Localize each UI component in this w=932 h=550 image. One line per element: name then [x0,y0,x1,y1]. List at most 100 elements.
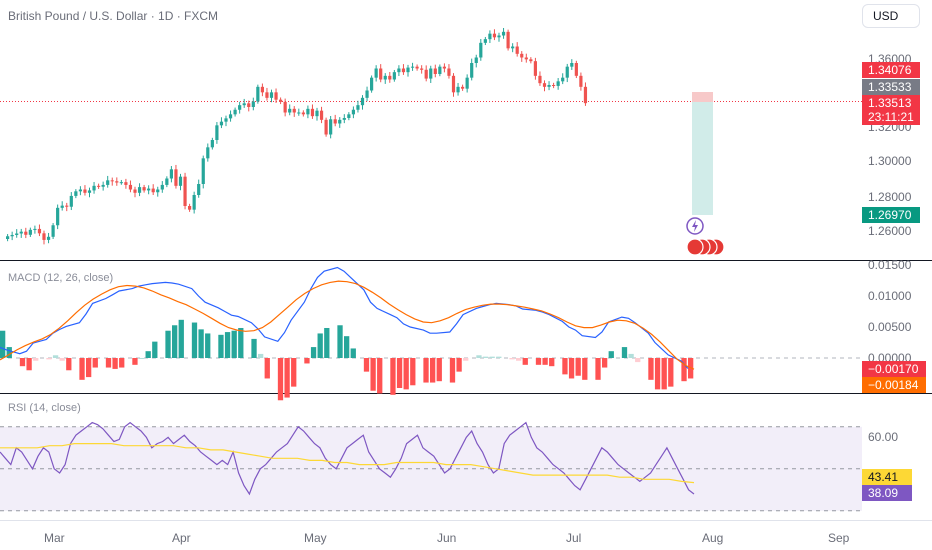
macd-histogram-bar [132,358,138,365]
candle [74,191,78,196]
price-tick: 1.26000 [868,224,912,238]
candle [92,185,96,191]
candle [37,228,42,234]
candle [192,195,196,210]
candle [279,99,283,102]
candle [174,169,178,186]
macd-histogram-bar [509,358,515,360]
macd-histogram-bar [535,358,542,365]
macd-histogram-bar [324,327,330,358]
macd-histogram-bar [396,358,403,389]
macd-histogram-bar [138,358,145,359]
candle [110,180,114,182]
macd-histogram-bar [449,358,456,383]
macd-histogram-bar [436,358,442,382]
candle [474,57,478,63]
candle [319,110,324,120]
macd-histogram-bar [648,358,654,380]
candle [142,187,146,191]
candle [151,188,155,193]
candle [511,46,515,49]
candle [324,119,328,135]
candle [310,108,315,117]
candle [561,77,565,82]
macd-histogram-bar [66,358,72,371]
macd-histogram-bar [198,329,204,358]
candle [388,75,392,80]
macd-histogram-bar [277,358,284,401]
time-tick: Mar [44,531,65,545]
macd-histogram-bar [456,358,462,372]
rsi-ma-line [0,443,695,484]
price-pane [0,27,862,256]
candle [538,75,542,84]
candle [547,85,551,87]
macd-histogram-bar [145,351,151,358]
currency-button[interactable]: USD [862,4,920,28]
macd-histogram-bar [231,330,237,358]
candle [46,236,51,240]
candle [133,189,137,193]
macd-histogram-bar [224,332,231,358]
candle [338,119,342,124]
candle [329,119,333,135]
candle [297,112,301,114]
macd-histogram-bar [482,356,489,358]
macd-histogram-bar [549,358,555,367]
macd-histogram-bar [172,325,178,358]
candle [574,63,578,76]
bar-countdown: 23:11:21 [868,110,914,124]
candle [165,178,169,185]
macd-histogram-bar [6,347,12,358]
macd-histogram-bar [363,358,370,372]
macd-histogram-bar [310,347,317,358]
candle [420,68,424,70]
macd-histogram-bar [668,358,674,387]
candle [492,33,497,38]
signal-value-tag: −0.00184 [862,377,926,393]
macd-histogram-bar [304,358,310,364]
price-tag-red: 1.34076 [862,62,920,78]
signal-line [0,280,695,370]
macd-line [0,266,689,369]
candle [274,92,278,100]
candle [256,86,260,102]
macd-histogram-bar [19,358,26,367]
macd-histogram-bar [410,358,416,386]
candle [483,39,487,43]
candle [124,182,128,185]
candle [479,42,483,58]
candle [6,236,10,239]
candle [351,109,355,115]
candle [470,63,474,78]
macd-histogram-bar [635,358,641,363]
macd-histogram-bar [264,358,270,379]
macd-histogram-bar [390,358,396,395]
price-tag-target: 1.26970 [862,207,920,223]
candle [215,125,219,140]
macd-histogram-bar [595,358,601,380]
macd-histogram-bar [86,358,92,378]
candle [406,67,410,73]
candle [501,31,506,36]
candle [251,101,255,107]
candle [169,169,173,179]
candle [451,75,456,93]
macd-value-tag: −0.00170 [862,361,926,377]
take-profit-zone [692,102,713,215]
candle [197,184,201,195]
rsi-label: RSI (14, close) [8,402,81,414]
candle [365,90,369,98]
candle [461,86,465,89]
macd-histogram-bar [205,333,211,358]
time-tick: May [304,531,327,545]
macd-histogram-bar [602,358,608,368]
candle [56,207,60,226]
macd-histogram-bar [238,327,244,358]
macd-label: MACD (12, 26, close) [8,272,114,284]
candle [356,105,360,110]
macd-histogram-bar [608,351,614,358]
candle [520,53,524,58]
price-tick: 1.30000 [868,154,912,168]
candle [292,108,296,113]
